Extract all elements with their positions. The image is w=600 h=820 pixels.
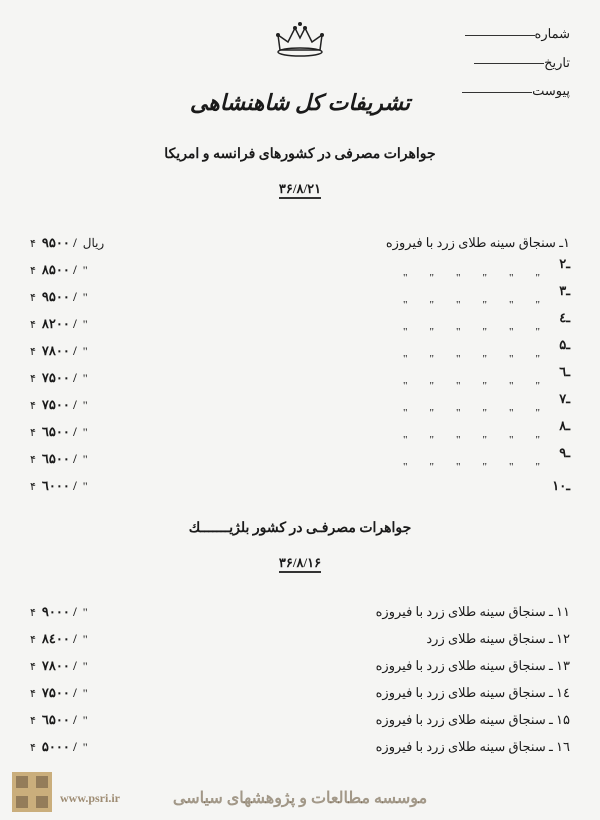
crown-emblem — [270, 20, 330, 60]
header-fields: شماره تاریخ پیوست — [457, 20, 570, 106]
row-desc: ۱٦ ـ سنجاق سینه طلای زرد با فیروزه — [170, 739, 570, 755]
section2-date: ۳۶/۸/۱۶ — [279, 555, 321, 573]
table-row: ـ۳""""""۴۹۵۰۰ /" — [30, 288, 570, 306]
row-num: ـ۵ — [559, 337, 570, 352]
row-price: ۷۸۰۰ / — [42, 343, 77, 359]
section2-subtitle: جواهرات مصرفـی در کشور بلژیـــــــك — [30, 520, 570, 537]
row-price: ٦۵۰۰ / — [42, 712, 77, 728]
row-price: ۷۸۰۰ / — [42, 658, 77, 674]
row-price: ۸۵۰۰ / — [42, 262, 77, 278]
table-row: ـ۸""""""۴٦۵۰۰ /" — [30, 423, 570, 441]
row-desc: ۱۲ ـ سنجاق سینه طلای زرد — [170, 631, 570, 647]
row-price: ۸٤۰۰ / — [42, 631, 77, 647]
row-price: ۹۵۰۰ / — [42, 289, 77, 305]
table-row: ـ٤""""""۴۸۲۰۰ /" — [30, 315, 570, 333]
table-section2: ۱۱ ـ سنجاق سینه طلای زرد با فیروزه۴۹۰۰۰ … — [30, 603, 570, 756]
field-date-label: تاریخ — [544, 55, 570, 70]
row-desc: ۱۵ ـ سنجاق سینه طلای زرد با فیروزه — [170, 712, 570, 728]
table-row: ۱٦ ـ سنجاق سینه طلای زرد با فیروزه۴۵۰۰۰ … — [30, 738, 570, 756]
watermark-url: www.psri.ir — [60, 791, 120, 806]
row-price: ۸۲۰۰ / — [42, 316, 77, 332]
item-1-price: ۹۵۰۰ / — [42, 235, 77, 251]
table-row: ۱۲ ـ سنجاق سینه طلای زرد۴۸٤۰۰ /" — [30, 630, 570, 648]
row-num: ـ۲ — [559, 256, 570, 271]
row-price: ۷۵۰۰ / — [42, 397, 77, 413]
table-row: ۱۵ ـ سنجاق سینه طلای زرد با فیروزه۴٦۵۰۰ … — [30, 711, 570, 729]
row-num: ـ٦ — [559, 364, 570, 379]
price-mark: ۴ — [30, 237, 36, 250]
row-desc: ۱۱ ـ سنجاق سینه طلای زرد با فیروزه — [170, 604, 570, 620]
currency-label: ریال — [83, 236, 105, 251]
row-price: ۷۵۰۰ / — [42, 685, 77, 701]
watermark-logo — [12, 772, 52, 812]
table-row: ـ۷""""""۴۷۵۰۰ /" — [30, 396, 570, 414]
field-attachment-label: پیوست — [532, 83, 570, 98]
row-desc: ۱۳ ـ سنجاق سینه طلای زرد با فیروزه — [170, 658, 570, 674]
row-price: ٦۵۰۰ / — [42, 451, 77, 467]
row-num: ـ٤ — [559, 310, 570, 325]
table-row: ـ۹""""""۴٦۵۰۰ /" — [30, 450, 570, 468]
row-price: ۷۵۰۰ / — [42, 370, 77, 386]
row-num: ـ۳ — [559, 283, 570, 298]
table-row: ۱۳ ـ سنجاق سینه طلای زرد با فیروزه۴۷۸۰۰ … — [30, 657, 570, 675]
row-num: ـ۷ — [559, 391, 570, 406]
row-num: ـ۹ — [559, 445, 570, 460]
watermark-text: موسسه مطالعات و پژوهشهای سیاسی — [173, 788, 427, 808]
ditto-marks: """""" — [170, 461, 570, 473]
section1-subtitle: جواهرات مصرفی در کشورهای فرانسه و امریکا — [30, 146, 570, 163]
item-last-num: ـ۱۰ — [552, 478, 570, 493]
table-row: ـ۲""""""۴۸۵۰۰ /" — [30, 261, 570, 279]
field-number-label: شماره — [535, 26, 570, 41]
row-num: ـ۸ — [559, 418, 570, 433]
table-section1: ۱ـ سنجاق سینه طلای زرد با فیروزه ۴ ۹۵۰۰ … — [30, 234, 570, 495]
row-desc: ۱٤ ـ سنجاق سینه طلای زرد با فیروزه — [170, 685, 570, 701]
item-1-desc: ۱ـ سنجاق سینه طلای زرد با فیروزه — [170, 235, 570, 251]
table-row: ـ٦""""""۴۷۵۰۰ /" — [30, 369, 570, 387]
item-last-price: ٦۰۰۰ / — [42, 478, 77, 494]
row-price: ٦۵۰۰ / — [42, 424, 77, 440]
table-row: ـ۵""""""۴۷۸۰۰ /" — [30, 342, 570, 360]
table-row: ۱٤ ـ سنجاق سینه طلای زرد با فیروزه۴۷۵۰۰ … — [30, 684, 570, 702]
row-price: ۵۰۰۰ / — [42, 739, 77, 755]
table-row: ۱۱ ـ سنجاق سینه طلای زرد با فیروزه۴۹۰۰۰ … — [30, 603, 570, 621]
section1-date: ۳۶/۸/۲۱ — [279, 181, 321, 199]
row-price: ۹۰۰۰ / — [42, 604, 77, 620]
